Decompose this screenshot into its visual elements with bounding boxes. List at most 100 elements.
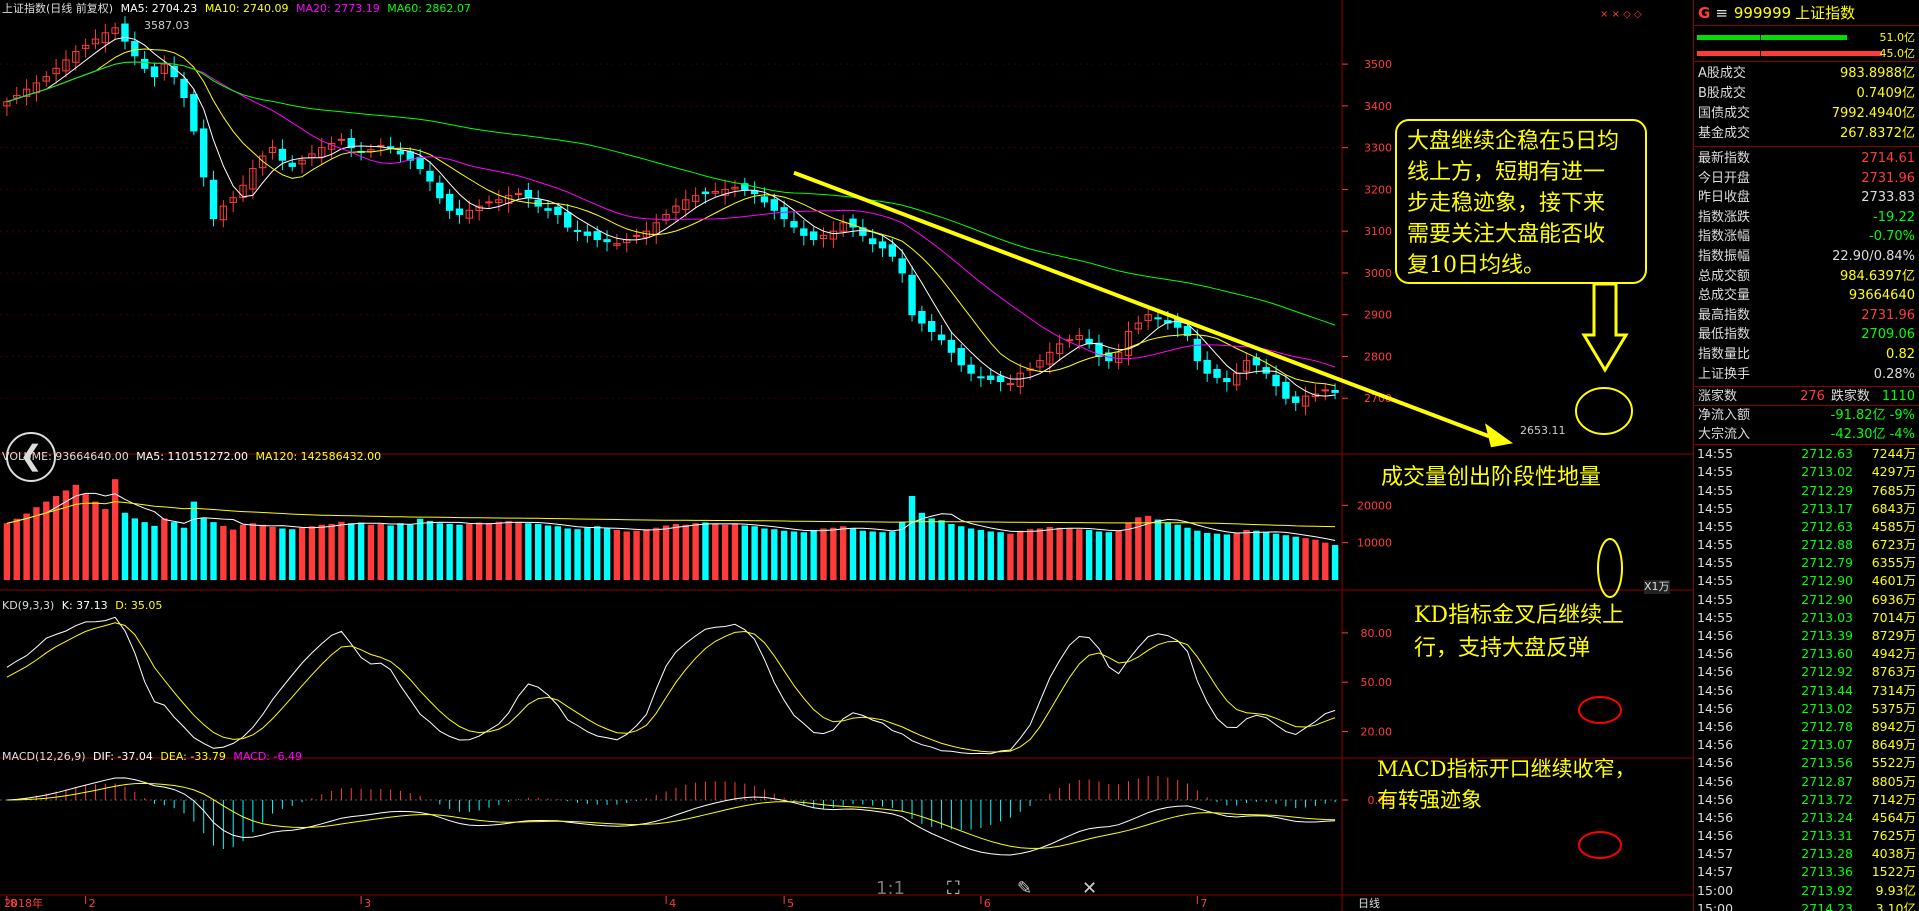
candle: [1036, 360, 1044, 368]
back-arrow-button[interactable]: ❮: [6, 432, 56, 482]
volume-bar: [220, 525, 227, 580]
volume-bar: [1282, 535, 1290, 580]
candle: [908, 274, 916, 316]
buy-sell-bars: 51.0亿 45.0亿: [1694, 26, 1919, 62]
volume-bar: [170, 522, 178, 580]
volume-bar: [1007, 533, 1014, 580]
candle: [1331, 389, 1339, 393]
chart-canvas[interactable]: 3500340033003200310030002900280027002000…: [0, 0, 1693, 911]
volume-bar: [289, 529, 296, 580]
fit-screen-icon[interactable]: ⛶: [947, 878, 960, 899]
candle: [721, 188, 729, 196]
quote-label: 总成交额: [1698, 268, 1751, 284]
close-icon[interactable]: ✕: [1082, 878, 1098, 899]
tick-time: 14:55: [1697, 591, 1734, 607]
candle: [445, 193, 454, 211]
quote-row: 上证换手 0.28%: [1694, 365, 1919, 385]
tick-price: 2713.56: [1801, 755, 1853, 771]
candle: [514, 193, 523, 196]
volume-bar: [1026, 529, 1034, 580]
turnover-value: 983.8988亿: [1839, 66, 1915, 81]
tick-price: 2712.92: [1801, 664, 1853, 680]
tick-time: 14:56: [1697, 718, 1734, 734]
volume-bar: [180, 527, 188, 580]
volume-bar: [1253, 530, 1260, 580]
kd-chart: [6, 616, 1336, 755]
volume-bar: [653, 527, 660, 580]
annotation-line: 复10日均线。: [1407, 253, 1545, 278]
candle: [337, 138, 346, 141]
candle: [190, 94, 198, 132]
volume-bar: [603, 528, 611, 580]
candle: [229, 197, 237, 203]
ma5-line: [6, 36, 1336, 397]
tick-volume: 5522万: [1871, 755, 1916, 771]
chart-settings-icon[interactable]: × × ◇ ◇: [1600, 9, 1642, 20]
candle: [140, 58, 149, 69]
candle: [1193, 338, 1202, 362]
kd-tick-label: 80.00: [1361, 627, 1393, 640]
edit-icon[interactable]: ✎: [1017, 878, 1033, 899]
quote-label: 最高指数: [1698, 307, 1751, 323]
volume-bar: [692, 523, 699, 580]
candle: [318, 147, 326, 158]
tick-row: 15:00 2714.23 3.10亿: [1694, 900, 1919, 911]
macd-tick-label: 0.00: [1368, 794, 1393, 807]
candle: [81, 44, 90, 49]
tick-price: 2712.63: [1801, 518, 1853, 534]
main-annotation-box: 大盘继续企稳在5日均 线上方，短期有进一 步走稳迹象，接下来 需要关注大盘能否收…: [1395, 119, 1647, 284]
candle: [1124, 330, 1133, 356]
period-label: 日线: [1358, 896, 1380, 910]
axes: 3500340033003200310030002900280027002000…: [4, 58, 1392, 910]
turnover-row: 基金成交 267.8372亿: [1694, 124, 1919, 144]
quote-label: 指数涨跌: [1698, 209, 1751, 225]
quote-sidebar: G ≡ 999999 上证指数 51.0亿 45.0亿 A股成交 983.8988…: [1693, 0, 1919, 911]
tick-volume: 5375万: [1871, 700, 1916, 716]
volume-bar: [515, 522, 522, 580]
flow-value: -42.30亿 -4%: [1830, 427, 1915, 443]
candle: [1055, 343, 1064, 354]
tick-volume: 7142万: [1871, 791, 1916, 807]
back-arrow-icon: ❮: [19, 439, 43, 472]
annotation-marks: [793, 170, 1633, 859]
volume-bar: [987, 531, 994, 580]
macd-dif-line: [6, 777, 1336, 856]
tick-time: 14:56: [1697, 809, 1734, 825]
volume-bar: [1144, 515, 1152, 580]
candle: [809, 231, 818, 241]
volume-bar: [1105, 532, 1112, 580]
candle: [928, 321, 936, 332]
flow-list: 净流入额 -91.82亿 -9% 大宗流入 -42.30亿 -4%: [1694, 406, 1919, 446]
quote-label: 今日开盘: [1698, 170, 1751, 186]
tick-list[interactable]: 14:55 2712.63 7244万 14:55 2713.02 4297万 14:55 2…: [1694, 445, 1919, 911]
index-title: 上证指数: [1795, 4, 1856, 22]
candle: [1321, 389, 1329, 392]
candle: [22, 88, 31, 97]
volume-bar: [682, 524, 689, 580]
tick-price: 2713.39: [1801, 628, 1853, 643]
volume-bar: [279, 528, 286, 580]
candle: [52, 67, 60, 75]
menu-icon[interactable]: ≡: [1715, 3, 1728, 22]
tick-row: 14:57 2713.28 4038万: [1694, 845, 1919, 863]
price-tick-label: 2800: [1364, 350, 1392, 363]
volume-bar: [1164, 522, 1172, 580]
tick-row: 14:56 2713.56 5522万: [1694, 754, 1919, 772]
volume-tick-label: 20000: [1357, 499, 1392, 512]
quote-value: 2731.96: [1861, 170, 1915, 186]
tick-row: 14:56 2713.72 7142万: [1694, 791, 1919, 809]
quote-row: 今日开盘 2731.96: [1694, 169, 1919, 189]
volume-bar: [1154, 519, 1162, 580]
tick-row: 14:56 2712.78 8942万: [1694, 718, 1919, 736]
quote-label: 上证换手: [1698, 366, 1751, 382]
tick-row: 14:55 2713.02 4297万: [1694, 463, 1919, 481]
ratio-label[interactable]: 1:1: [876, 878, 905, 899]
volume-bar: [879, 532, 886, 580]
volume-bar: [92, 501, 99, 580]
candle: [741, 183, 749, 190]
volume-bar: [820, 528, 827, 580]
turnover-value: 7992.4940亿: [1831, 106, 1915, 121]
candle: [544, 208, 552, 211]
candle: [91, 38, 100, 45]
candle: [288, 162, 296, 167]
